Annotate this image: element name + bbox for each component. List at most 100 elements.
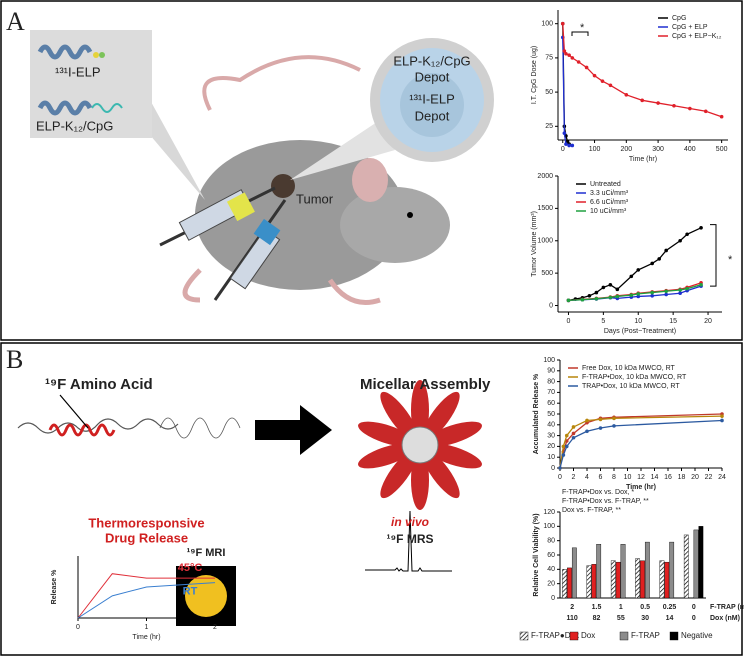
data-point <box>664 292 668 297</box>
x-tick-label: 22 <box>705 474 713 481</box>
data-point <box>685 286 689 291</box>
y-tick-label: 90 <box>547 368 555 375</box>
y-tick-label: 80 <box>547 538 555 545</box>
bar <box>693 529 699 599</box>
data-point <box>592 73 597 78</box>
data-point <box>688 106 692 111</box>
data-point <box>565 139 570 144</box>
y-tick-label: 0 <box>549 302 553 309</box>
panel-a-frame <box>0 0 743 341</box>
x-axis-label: Time (hr) <box>626 484 656 491</box>
y-axis-label: Relative Cell Viability (%) <box>533 513 540 596</box>
x-tick-label: 0 <box>692 615 696 622</box>
x-axis-label: Time (hr) <box>629 156 657 163</box>
legend-label: F-TRAP <box>631 631 660 640</box>
x-tick-label: 20 <box>704 318 712 325</box>
bar <box>635 558 641 599</box>
data-point <box>567 143 571 148</box>
legend-label: CpG + ELP−K₁₂ <box>672 33 722 40</box>
data-point <box>566 298 571 303</box>
data-point <box>664 289 668 294</box>
data-point <box>594 290 599 295</box>
label: ELP-K₁₂/CpG <box>36 118 113 133</box>
x-tick-label: 1.5 <box>592 604 602 611</box>
legend-label: F-TRAP●Dox <box>531 631 579 640</box>
chart-title: Thermoresponsive <box>88 515 204 530</box>
bar <box>591 564 597 599</box>
x-tick-label: 500 <box>716 146 728 153</box>
legend-label: 10 uCi/mm³ <box>590 208 627 215</box>
data-point <box>678 291 682 296</box>
x-tick-label: 30 <box>641 615 649 622</box>
bar <box>664 561 670 599</box>
x-tick-label: 0 <box>558 474 562 481</box>
data-point <box>629 293 634 297</box>
data-point <box>678 238 682 243</box>
chart-title: Drug Release <box>105 530 188 545</box>
data-point <box>598 426 603 430</box>
data-point <box>585 429 589 434</box>
legend-label: CpG + ELP <box>672 24 708 31</box>
label: Depot <box>415 69 450 84</box>
annotation: Dox vs. F-TRAP, ** <box>562 507 621 514</box>
label: Tumor <box>296 191 334 206</box>
data-point <box>564 142 568 146</box>
y-tick-label: 500 <box>541 270 553 277</box>
data-point <box>561 453 566 457</box>
data-point <box>685 232 689 237</box>
y-tick-label: 100 <box>541 21 553 28</box>
x-tick-label: 12 <box>637 474 645 481</box>
data-point <box>561 444 566 449</box>
x-tick-label: 5 <box>601 318 605 325</box>
micelle <box>358 380 482 510</box>
annotation: * <box>728 254 733 266</box>
micelle-arm <box>421 448 460 499</box>
bar <box>669 541 675 599</box>
bar <box>586 565 592 599</box>
micelle-arm <box>358 443 416 469</box>
legend-label: 6.6 uCi/mm³ <box>590 199 629 206</box>
y-tick-label: 50 <box>547 411 555 418</box>
y-tick-label: 30 <box>547 432 555 439</box>
data-point <box>570 56 575 60</box>
row-label: F-TRAP (mg/mL) <box>710 604 744 611</box>
annotation: * <box>580 22 585 34</box>
bar <box>698 526 704 599</box>
bar <box>562 569 568 599</box>
x-axis-label: Days (Post−Treatment) <box>604 328 676 335</box>
x-tick-label: 55 <box>617 615 625 622</box>
series-line <box>559 413 723 469</box>
data-point <box>699 226 703 230</box>
label: ¹³¹I-ELP <box>55 64 101 79</box>
x-tick-label: 14 <box>666 615 674 622</box>
x-tick-label: 4 <box>585 474 589 481</box>
y-tick-label: 60 <box>547 400 555 407</box>
data-point <box>562 49 567 53</box>
bar <box>596 544 602 599</box>
bar <box>567 567 572 599</box>
y-tick-label: 20 <box>547 443 555 450</box>
data-point <box>580 297 585 302</box>
bar <box>640 560 645 599</box>
legend-label: TRAP•Dox, 10 kDa MWCO, RT <box>582 383 680 390</box>
data-point <box>720 418 724 423</box>
micelle-arm <box>380 448 419 499</box>
panel-label: A <box>6 7 25 36</box>
x-tick-label: 0.5 <box>640 604 650 611</box>
data-point <box>615 294 620 299</box>
annotation: F-TRAP•Dox vs. Dox, * <box>562 489 634 496</box>
legend-label: Untreated <box>590 181 621 188</box>
y-tick-label: 100 <box>543 523 555 530</box>
label: in vivo <box>391 515 429 529</box>
legend-swatch <box>619 631 629 641</box>
x-tick-label: 0 <box>567 318 571 325</box>
data-point <box>585 418 589 423</box>
panel-b-frame <box>0 342 743 656</box>
legend-label: F-TRAP•Dox, 10 kDa MWCO, RT <box>582 374 687 381</box>
data-point <box>703 109 708 114</box>
data-point <box>608 83 613 88</box>
x-tick-label: 82 <box>593 615 601 622</box>
data-point <box>608 295 613 300</box>
bracket <box>710 224 717 287</box>
data-point <box>608 283 613 287</box>
